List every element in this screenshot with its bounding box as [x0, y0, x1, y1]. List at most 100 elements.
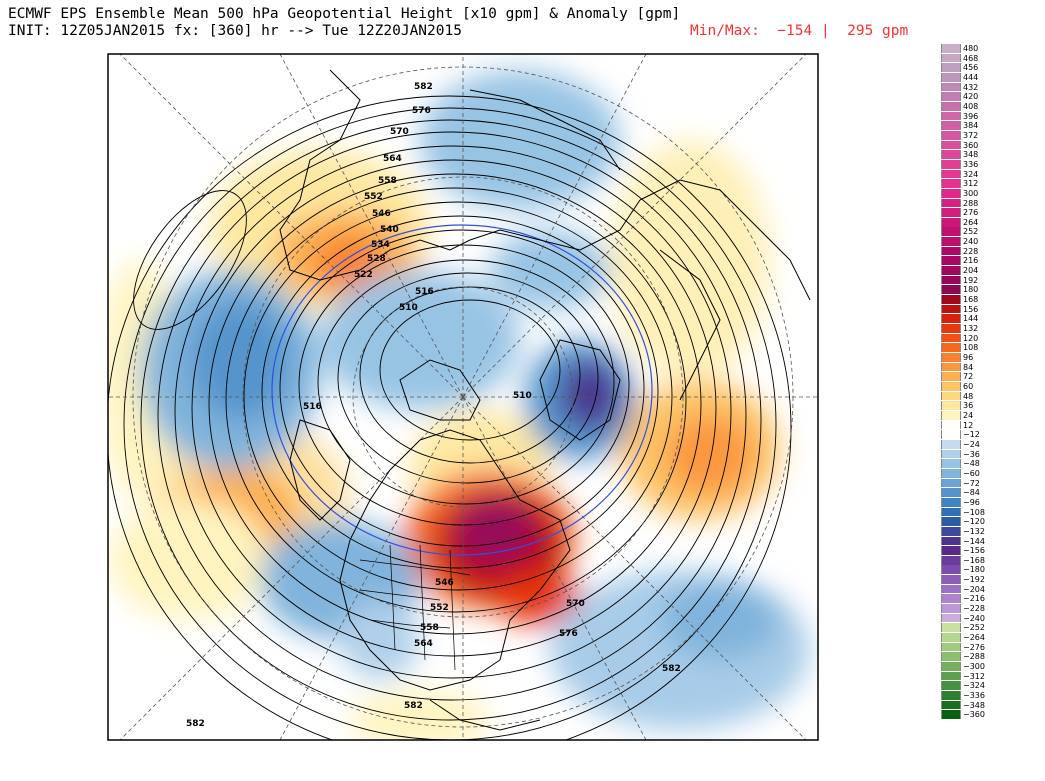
colorbar-label: −156	[963, 546, 985, 556]
contour-label: 516	[415, 287, 434, 297]
colorbar-label: −252	[963, 623, 985, 633]
colorbar-swatch	[941, 517, 961, 526]
colorbar-label: −60	[963, 468, 980, 478]
colorbar-label: −204	[963, 584, 985, 594]
colorbar-label: 252	[963, 227, 979, 237]
contour-label: 552	[430, 603, 449, 613]
contour-label: 546	[435, 578, 454, 588]
colorbar-label: 408	[963, 101, 979, 111]
colorbar-label: 108	[963, 343, 979, 353]
colorbar-swatch	[941, 227, 961, 237]
colorbar-label: 168	[963, 295, 979, 305]
colorbar-label: 240	[963, 237, 979, 247]
contour-label: 582	[662, 664, 681, 674]
contour-label: 582	[414, 82, 433, 92]
colorbar-label: 420	[963, 92, 979, 102]
colorbar-label: −276	[963, 642, 985, 652]
colorbar-label: −324	[963, 681, 985, 691]
colorbar-label: −348	[963, 700, 985, 710]
colorbar-swatch	[941, 362, 961, 372]
colorbar-label: 444	[963, 72, 979, 82]
colorbar-label: −96	[963, 497, 980, 507]
contour-label: 558	[378, 176, 397, 186]
contour-label: 576	[412, 106, 431, 116]
contour-label: 558	[420, 623, 439, 633]
colorbar-swatch	[941, 53, 961, 63]
colorbar-label: −120	[963, 517, 985, 527]
colorbar-label: 132	[963, 324, 979, 334]
colorbar-swatch	[941, 604, 961, 613]
colorbar-swatch	[941, 140, 961, 150]
colorbar-swatch	[941, 691, 961, 700]
colorbar-label: −48	[963, 459, 980, 469]
contour-labels: 582 576 570 564 558 552 546 540 534 528 …	[186, 82, 681, 729]
colorbar-label: −192	[963, 575, 985, 585]
min-max-readout: Min/Max: −154 | 295 gpm	[690, 23, 909, 39]
coastlines	[279, 69, 811, 731]
reference-contour	[271, 224, 653, 556]
colorbar-label: −168	[963, 555, 985, 565]
contour-label: 582	[186, 719, 205, 729]
colorbar-swatch	[941, 488, 961, 497]
colorbar-swatch	[941, 208, 961, 217]
colorbar-swatch	[941, 430, 961, 439]
colorbar-label: 384	[963, 121, 979, 131]
colorbar-swatch	[941, 353, 961, 362]
colorbar-label: 228	[963, 246, 979, 256]
colorbar-label: −264	[963, 633, 985, 643]
colorbar-swatch	[941, 662, 961, 671]
contour-label: 540	[380, 225, 399, 235]
contour-label: 510	[399, 303, 418, 313]
contour-label: 522	[354, 270, 373, 280]
colorbar-swatch	[941, 565, 961, 575]
colorbar-swatch	[941, 526, 961, 536]
contour-label: 546	[372, 209, 391, 219]
colorbar-label: 348	[963, 150, 979, 160]
colorbar-swatch	[941, 111, 961, 121]
colorbar-label: −312	[963, 671, 985, 681]
colorbar-label: −24	[963, 439, 980, 449]
colorbar-swatch	[941, 275, 961, 285]
colorbar-swatch	[941, 594, 961, 604]
colorbar-label: 48	[963, 391, 974, 401]
colorbar-swatch	[941, 256, 961, 266]
colorbar-label: −240	[963, 613, 985, 623]
colorbar-label: 36	[963, 401, 974, 411]
colorbar-label: 204	[963, 266, 979, 276]
colorbar-swatch	[941, 343, 961, 353]
colorbar-swatch	[941, 546, 961, 555]
colorbar-swatch	[941, 401, 961, 410]
contour-label: 552	[364, 192, 383, 202]
colorbar-swatch	[941, 92, 961, 101]
contour-label: 570	[566, 599, 585, 609]
colorbar-swatch	[941, 420, 961, 430]
colorbar-label: 468	[963, 53, 979, 63]
contour-label: 510	[513, 391, 532, 401]
colorbar-swatch	[941, 246, 961, 256]
colorbar-swatch	[941, 324, 961, 333]
colorbar-label: −336	[963, 691, 985, 701]
colorbar-swatch	[941, 642, 961, 652]
map-frame	[107, 53, 819, 741]
colorbar-swatch	[941, 72, 961, 82]
colorbar-swatch	[941, 333, 961, 343]
colorbar-label: −132	[963, 526, 985, 536]
colorbar-label: 144	[963, 314, 979, 324]
colorbar-swatch	[941, 700, 961, 710]
colorbar-label: −72	[963, 478, 980, 488]
colorbar-label: −180	[963, 565, 985, 575]
colorbar-label: 456	[963, 63, 979, 73]
colorbar-label: 324	[963, 169, 979, 179]
colorbar-label: 360	[963, 140, 979, 150]
contour-label: 564	[414, 639, 433, 649]
colorbar-label: 24	[963, 410, 974, 420]
colorbar-swatch	[941, 295, 961, 304]
colorbar-swatch	[941, 710, 961, 720]
colorbar-label: 72	[963, 372, 974, 382]
contour-label: 516	[303, 402, 322, 412]
contour-label: 576	[559, 629, 578, 639]
colorbar-label: 84	[963, 362, 974, 372]
colorbar-label: 180	[963, 285, 979, 295]
colorbar-swatch	[941, 584, 961, 594]
colorbar-swatch	[941, 613, 961, 623]
